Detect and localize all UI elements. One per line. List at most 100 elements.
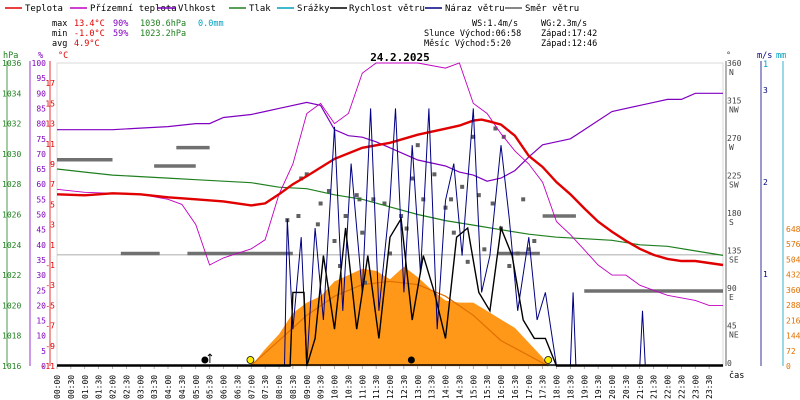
tick-label-temperature: 9 xyxy=(50,160,55,169)
wind-direction-point xyxy=(326,189,331,193)
x-tick-label: 04:30 xyxy=(178,375,187,399)
x-tick-label: 07:30 xyxy=(261,375,270,399)
tick-label-humidity: 40 xyxy=(36,241,46,250)
legend-label-ground-temperature: Přízemní teplota xyxy=(90,4,177,14)
x-tick-label: 12:00 xyxy=(386,375,395,399)
ground-temperature-line xyxy=(56,62,723,306)
wind-direction-point xyxy=(449,197,454,202)
x-tick-label: 08:00 xyxy=(275,375,284,399)
legend-label-pressure: Tlak xyxy=(249,4,271,14)
tick-label-temperature: -11 xyxy=(41,362,56,371)
x-tick-label: 08:30 xyxy=(289,375,298,399)
wind-direction-point xyxy=(415,143,420,148)
tick-label-wind-speed: 2 xyxy=(763,178,768,187)
tick-label-direction-deg: 225 xyxy=(727,172,742,181)
y-axes: 1036103410321030102810261024102210201018… xyxy=(2,59,800,371)
x-tick-label: 13:30 xyxy=(428,375,437,399)
temperature-line xyxy=(56,118,724,267)
tick-label-hpa: 1026 xyxy=(2,211,21,220)
x-tick-label: 14:30 xyxy=(455,375,464,399)
tick-label-humidity: 25 xyxy=(36,286,46,295)
x-tick-label: 02:00 xyxy=(109,375,118,399)
stats-min-press: 1023.2hPa xyxy=(140,29,186,39)
tick-label-direction-name: W xyxy=(729,143,734,152)
x-tick-label: 04:00 xyxy=(164,375,173,399)
tick-label-humidity: 15 xyxy=(36,317,46,326)
tick-label-hpa: 1032 xyxy=(2,120,21,129)
x-tick-label: 05:30 xyxy=(206,375,215,399)
tick-label-hpa: 1030 xyxy=(2,150,21,159)
info-sun-set: Západ:17:42 xyxy=(541,29,597,39)
tick-label-solar: 504 xyxy=(786,255,800,264)
x-tick-label: 00:00 xyxy=(53,375,62,399)
tick-label-temperature: -7 xyxy=(45,322,55,331)
tick-label-humidity: 10 xyxy=(36,332,46,341)
x-tick-label: 21:00 xyxy=(636,375,645,399)
x-tick-label: 00:30 xyxy=(67,375,76,399)
x-tick-label: 17:00 xyxy=(525,375,534,399)
x-tick-label: 19:30 xyxy=(594,375,603,399)
x-axis-label: čas xyxy=(729,370,744,381)
wind-direction-point xyxy=(318,201,323,206)
tick-label-temperature: 13 xyxy=(45,120,55,129)
tick-label-humidity: 75 xyxy=(36,135,46,144)
stats-avg-label: avg xyxy=(52,39,67,49)
x-tick-label: 15:00 xyxy=(469,375,478,399)
tick-label-humidity: 30 xyxy=(36,271,46,280)
x-tick-label: 09:30 xyxy=(317,375,326,399)
wind-direction-point xyxy=(451,230,456,235)
x-tick-label: 09:00 xyxy=(303,375,312,399)
tick-label-humidity: 85 xyxy=(36,104,46,113)
x-tick-label: 23:30 xyxy=(705,375,714,399)
tick-label-direction-deg: 360 xyxy=(727,59,742,68)
tick-label-humidity: 55 xyxy=(36,195,46,204)
info-ws: WS:1.4m/s xyxy=(472,19,518,29)
tick-label-humidity: 45 xyxy=(36,226,46,235)
info-sun-rise: Slunce Východ:06:58 xyxy=(424,29,521,39)
wind-direction-point xyxy=(490,201,495,206)
tick-label-hpa: 1034 xyxy=(2,89,21,98)
tick-label-temperature: 15 xyxy=(45,99,55,108)
x-tick-label: 13:00 xyxy=(414,375,423,399)
legend-label-wind-gust: Náraz větru xyxy=(445,4,505,14)
tick-label-humidity: 90 xyxy=(36,89,46,98)
x-tick-label: 11:00 xyxy=(358,375,367,399)
tick-label-temperature: 11 xyxy=(45,140,55,149)
tick-label-direction-deg: 90 xyxy=(727,284,737,293)
legend-label-wind-direction: Směr větru xyxy=(525,4,579,14)
sunset-marker xyxy=(544,356,553,364)
wind-direction-point xyxy=(360,230,365,235)
tick-label-humidity: 60 xyxy=(36,180,46,189)
tick-label-direction-deg: 0 xyxy=(727,359,732,368)
axis-unit-percent: % xyxy=(38,51,43,61)
tick-label-wind-speed: 3 xyxy=(763,86,768,95)
legend-label-temperature: Teplota xyxy=(25,4,63,14)
tick-label-solar: 144 xyxy=(786,332,800,341)
chart-title: 24.2.2025 xyxy=(370,51,430,64)
sunrise-marker xyxy=(246,356,255,364)
tick-label-solar: 648 xyxy=(786,225,800,234)
series xyxy=(56,62,724,367)
stats-max-rain: 0.0mm xyxy=(198,19,224,29)
tick-label-direction-deg: 135 xyxy=(727,247,742,256)
pressure-line xyxy=(56,168,724,256)
moonrise-arrow-icon xyxy=(207,353,213,363)
x-tick-label: 06:30 xyxy=(233,375,242,399)
x-axis: 00:00 00:30 01:00 01:30 02:00 02:30 03:00 03:30… xyxy=(53,366,714,399)
wind-speed-line xyxy=(57,216,723,367)
wind-direction-point xyxy=(371,197,376,202)
legend-label-humidity: Vlhkost xyxy=(178,4,216,14)
tick-label-temperature: 5 xyxy=(50,200,55,209)
x-tick-label: 17:30 xyxy=(539,375,548,399)
tick-label-humidity: 95 xyxy=(36,74,46,83)
tick-label-solar: 432 xyxy=(786,271,800,280)
tick-label-direction-name: SW xyxy=(729,181,739,190)
tick-label-hpa: 1018 xyxy=(2,332,21,341)
solar-theoretical-line xyxy=(250,280,549,367)
x-tick-label: 01:00 xyxy=(81,375,90,399)
wind-direction-point xyxy=(493,126,498,131)
tick-label-temperature: -5 xyxy=(45,301,55,310)
wind-direction-point xyxy=(432,172,437,177)
axis-unit-hpa: hPa xyxy=(3,51,18,61)
